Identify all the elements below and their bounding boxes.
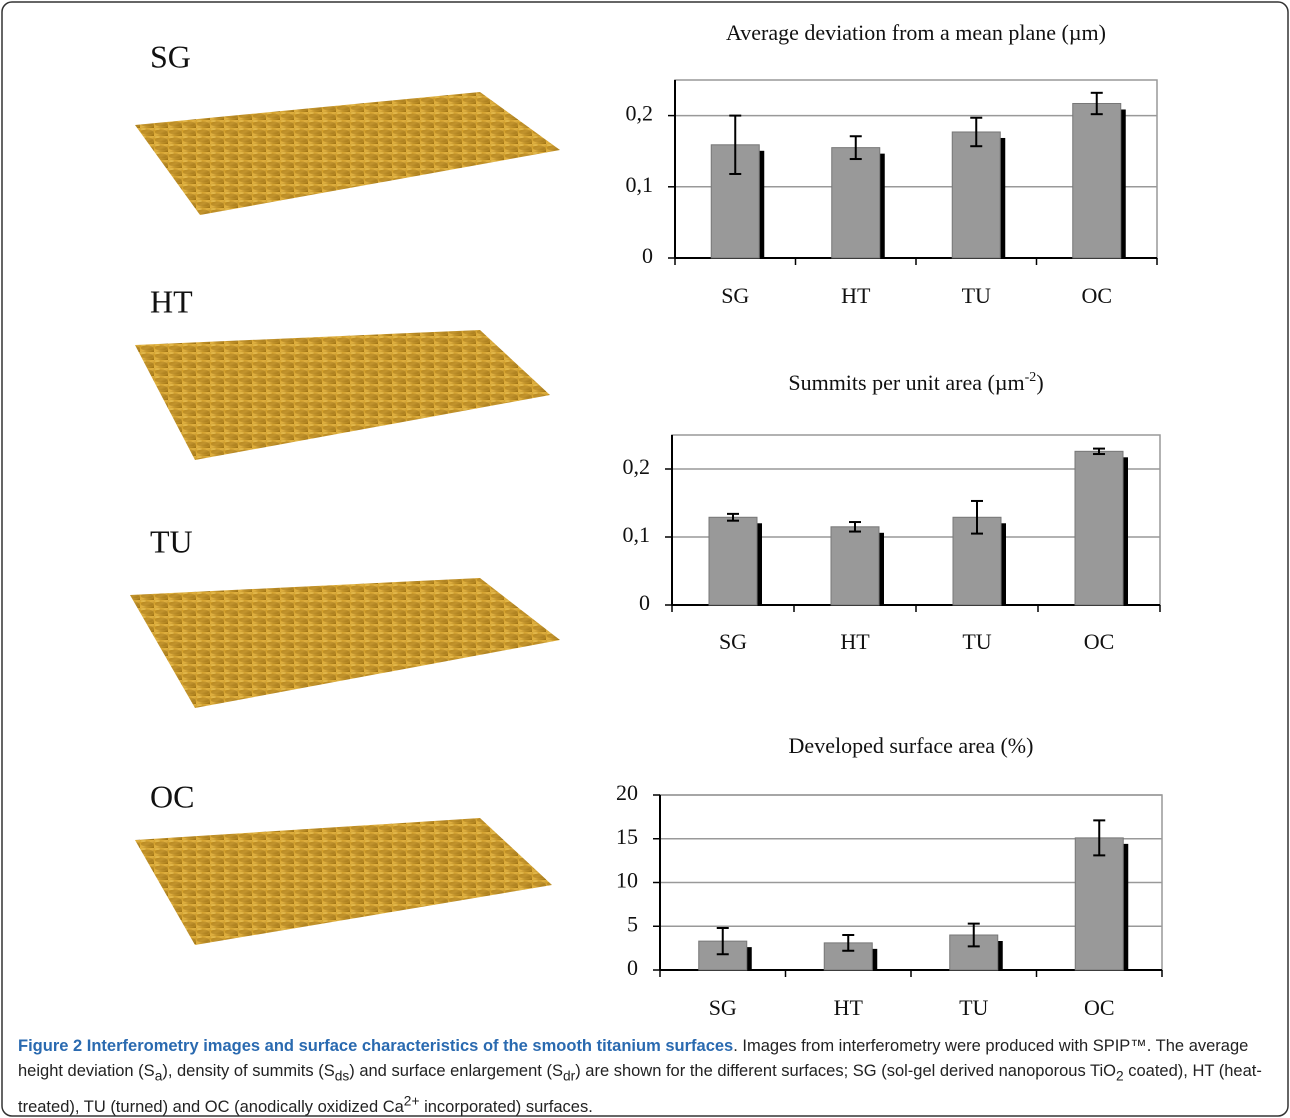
surface-image	[135, 330, 550, 460]
caption-run: ) and surface enlargement (S	[349, 1062, 563, 1080]
caption-run: 2+	[404, 1093, 420, 1108]
bar	[952, 132, 1000, 258]
caption-run: 2	[1116, 1068, 1124, 1083]
bar	[831, 527, 879, 605]
y-tick-label: 0	[639, 590, 650, 615]
caption-run: incorporated) surfaces.	[419, 1098, 592, 1116]
panel-label: OC	[150, 778, 194, 814]
surface-image	[135, 818, 552, 945]
bar	[1075, 451, 1123, 605]
x-tick-label: HT	[834, 995, 864, 1020]
caption-run: ), density of summits (S	[162, 1062, 334, 1080]
x-tick-label: TU	[962, 283, 991, 308]
figure: SG HT TU OC Average deviation from a mea…	[0, 0, 1290, 1118]
x-tick-label: SG	[719, 629, 747, 654]
panel-label: SG	[150, 38, 191, 74]
y-tick-label: 15	[616, 824, 638, 849]
x-tick-label: OC	[1084, 629, 1115, 654]
y-tick-label: 0,2	[623, 454, 651, 479]
surface-images	[130, 92, 560, 945]
chart-title: Average deviation from a mean plane (µm)	[726, 20, 1106, 45]
title-run: Summits per unit area (µm	[788, 370, 1024, 395]
surface-image	[135, 92, 560, 215]
x-tick-label: OC	[1084, 995, 1115, 1020]
title-run: )	[1036, 370, 1043, 395]
x-tick-label: TU	[962, 629, 991, 654]
caption-run: ds	[335, 1068, 350, 1083]
chart-title: Summits per unit area (µm-2)	[788, 370, 1043, 395]
bar	[832, 148, 880, 258]
caption-run: dr	[563, 1068, 575, 1083]
y-tick-label: 0,1	[623, 522, 651, 547]
bar	[1073, 103, 1121, 258]
surface-image	[130, 578, 560, 708]
chart-area: SG HT TU OC Average deviation from a mea…	[0, 0, 1290, 1118]
chart-title: Developed surface area (%)	[789, 733, 1034, 758]
caption-title: Figure 2 Interferometry images and surfa…	[18, 1037, 733, 1055]
y-tick-label: 0	[627, 955, 638, 980]
y-tick-label: 0,2	[626, 101, 654, 126]
caption-run: ) are shown for the different surfaces; …	[575, 1062, 1116, 1080]
y-tick-label: 0	[642, 243, 653, 268]
x-tick-label: TU	[959, 995, 988, 1020]
caption: Figure 2 Interferometry images and surfa…	[18, 1034, 1273, 1118]
y-tick-label: 5	[627, 911, 638, 936]
y-tick-label: 0,1	[626, 172, 654, 197]
x-tick-label: HT	[841, 283, 871, 308]
x-tick-label: HT	[840, 629, 870, 654]
panel-label: HT	[150, 283, 193, 319]
x-tick-label: SG	[721, 283, 749, 308]
panel-label: TU	[150, 523, 193, 559]
title-run: -2	[1025, 370, 1037, 385]
x-tick-label: SG	[709, 995, 737, 1020]
bar	[709, 517, 757, 605]
y-tick-label: 20	[616, 780, 638, 805]
y-tick-label: 10	[616, 868, 638, 893]
bar	[1075, 838, 1123, 970]
x-tick-label: OC	[1081, 283, 1112, 308]
